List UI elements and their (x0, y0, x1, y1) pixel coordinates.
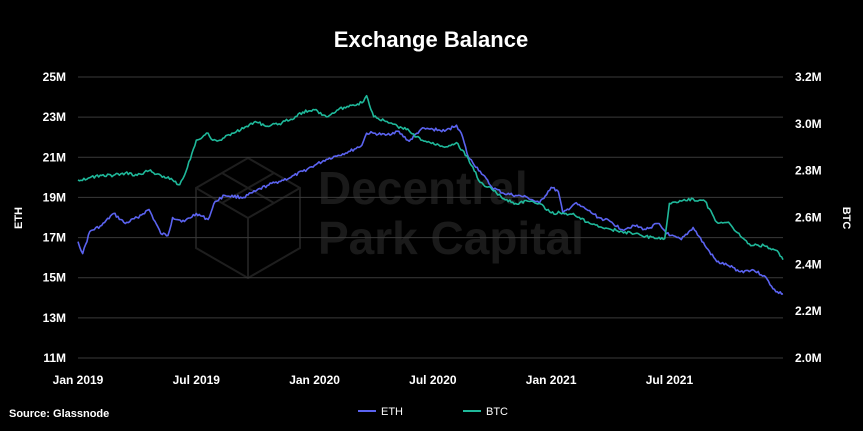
legend-btc-label: BTC (486, 406, 508, 418)
x-axis: Jan 2019 Jul 2019 Jan 2020 Jul 2020 Jan 2021… (53, 373, 694, 387)
x-tick-label: Jul 2021 (646, 373, 694, 387)
series-line-btc (77, 94, 784, 261)
y-left-tick-label: 11M (43, 351, 66, 365)
y-right-tick-label: 3.2M (795, 70, 822, 84)
x-tick-label: Jul 2020 (409, 373, 457, 387)
y-axis-left: 11M 13M 15M 17M 19M 21M 23M 25M (43, 70, 66, 365)
y-right-tick-label: 2.0M (795, 351, 822, 365)
y-left-tick-label: 21M (43, 150, 66, 164)
series-lines (77, 94, 784, 295)
y-left-tick-label: 15M (43, 271, 66, 285)
y-left-tick-label: 25M (43, 70, 66, 84)
y-axis-right: 2.0M 2.2M 2.4M 2.6M 2.8M 3.0M 3.2M (795, 70, 822, 365)
gridlines (78, 76, 783, 359)
x-tick-label: Jan 2019 (53, 373, 104, 387)
y-left-tick-label: 17M (43, 231, 66, 245)
watermark: Decentral Park Capital (195, 156, 584, 280)
y-right-tick-label: 2.6M (795, 211, 822, 225)
source-note: Source: Glassnode (9, 408, 109, 420)
y-axis-right-label: BTC (840, 207, 852, 230)
y-axis-left-label: ETH (13, 207, 25, 229)
y-left-tick-label: 19M (43, 190, 66, 204)
y-left-tick-label: 23M (43, 110, 66, 124)
y-right-tick-label: 2.8M (795, 164, 822, 178)
y-right-tick-label: 2.2M (795, 304, 822, 318)
legend-eth-label: ETH (381, 406, 403, 418)
chart-title: Exchange Balance (334, 27, 528, 52)
watermark-cube-logo (195, 156, 301, 280)
y-right-tick-label: 3.0M (795, 117, 822, 131)
x-tick-label: Jan 2020 (289, 373, 340, 387)
legend: ETH BTC (358, 406, 508, 418)
y-right-tick-label: 2.4M (795, 257, 822, 271)
x-tick-label: Jan 2021 (526, 373, 577, 387)
y-left-tick-label: 13M (43, 311, 66, 325)
x-tick-label: Jul 2019 (173, 373, 221, 387)
